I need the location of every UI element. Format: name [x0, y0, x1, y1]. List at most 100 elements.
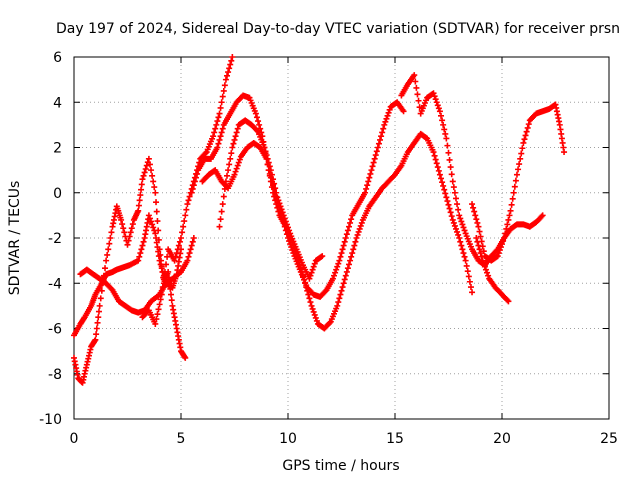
data-point: [139, 242, 146, 249]
data-point: [446, 156, 453, 163]
data-point: [461, 253, 468, 260]
data-point: [522, 132, 529, 139]
data-point: [334, 263, 341, 270]
data-point: [137, 192, 144, 199]
data-point: [466, 278, 473, 285]
data-point: [477, 233, 484, 240]
data-point: [462, 257, 469, 264]
data-point: [220, 193, 227, 200]
data-point: [313, 317, 320, 324]
data-point: [352, 238, 359, 245]
data-point: [494, 253, 501, 260]
data-point: [460, 224, 467, 231]
data-point: [364, 182, 371, 189]
data-point: [168, 297, 175, 304]
data-point: [431, 93, 438, 100]
data-point: [450, 219, 457, 226]
data-point: [473, 235, 480, 241]
data-point: [443, 194, 450, 201]
data-point: [188, 189, 195, 196]
data-point: [153, 316, 160, 323]
data-point: [128, 225, 135, 232]
data-point: [306, 295, 313, 302]
data-point: [93, 331, 100, 338]
data-point: [105, 246, 112, 253]
data-point: [455, 206, 462, 213]
data-point: [336, 295, 343, 302]
data-point: [430, 149, 437, 156]
data-point: [97, 295, 104, 302]
data-point: [151, 184, 158, 191]
data-point: [521, 136, 528, 143]
data-point: [342, 272, 349, 279]
data-point: [140, 172, 147, 179]
data-point: [229, 54, 236, 60]
data-point: [310, 263, 317, 270]
data-point: [354, 231, 361, 238]
data-point: [190, 235, 197, 241]
data-point: [187, 246, 194, 253]
data-point: [438, 112, 445, 119]
x-tick-label: 10: [279, 431, 297, 447]
data-point: [106, 240, 113, 247]
data-point: [331, 272, 338, 279]
data-point: [525, 121, 532, 128]
data-point: [309, 266, 316, 273]
data-point: [478, 253, 485, 260]
data-point: [108, 229, 115, 236]
data-point: [191, 178, 198, 185]
data-point: [332, 269, 339, 276]
data-point: [185, 197, 192, 204]
data-point: [102, 265, 109, 272]
data-point: [184, 257, 191, 264]
data-point: [499, 241, 505, 248]
data-point: [447, 209, 454, 216]
data-point: [480, 260, 487, 267]
data-point: [183, 206, 190, 213]
data-point: [140, 238, 147, 245]
data-point: [441, 186, 448, 193]
data-point: [150, 224, 157, 231]
data-point: [357, 222, 364, 229]
data-point: [348, 216, 355, 223]
data-point: [146, 161, 153, 168]
data-point: [308, 302, 315, 309]
data-point: [515, 166, 522, 173]
data-point: [480, 248, 487, 255]
data-point: [430, 90, 437, 97]
data-point: [504, 221, 511, 228]
data-point: [451, 222, 458, 229]
data-point: [355, 228, 362, 235]
data-point: [373, 148, 380, 155]
data-point: [348, 253, 355, 260]
data-point: [275, 197, 282, 204]
data-point: [326, 319, 333, 326]
y-tick-label: 6: [53, 50, 62, 66]
data-point: [445, 149, 452, 156]
data-point: [356, 225, 363, 232]
data-point: [222, 178, 229, 185]
data-point: [482, 266, 489, 273]
data-point: [163, 261, 170, 268]
data-point: [440, 121, 447, 128]
data-point: [232, 133, 239, 140]
data-point: [154, 218, 161, 225]
data-point: [322, 288, 329, 295]
data-point: [160, 276, 167, 283]
data-point: [182, 354, 189, 361]
data-point: [309, 305, 316, 312]
data-point: [377, 136, 384, 143]
data-point: [266, 163, 273, 170]
data-point: [189, 238, 196, 245]
data-point: [173, 250, 180, 257]
data-point: [229, 144, 236, 151]
data-point: [139, 176, 146, 183]
data-point: [235, 159, 242, 166]
data-point: [95, 314, 102, 321]
data-point: [459, 246, 466, 253]
data-point: [215, 140, 222, 147]
data-point: [476, 246, 483, 253]
data-point: [339, 284, 346, 291]
data-point: [217, 216, 224, 223]
data-point: [337, 253, 344, 260]
